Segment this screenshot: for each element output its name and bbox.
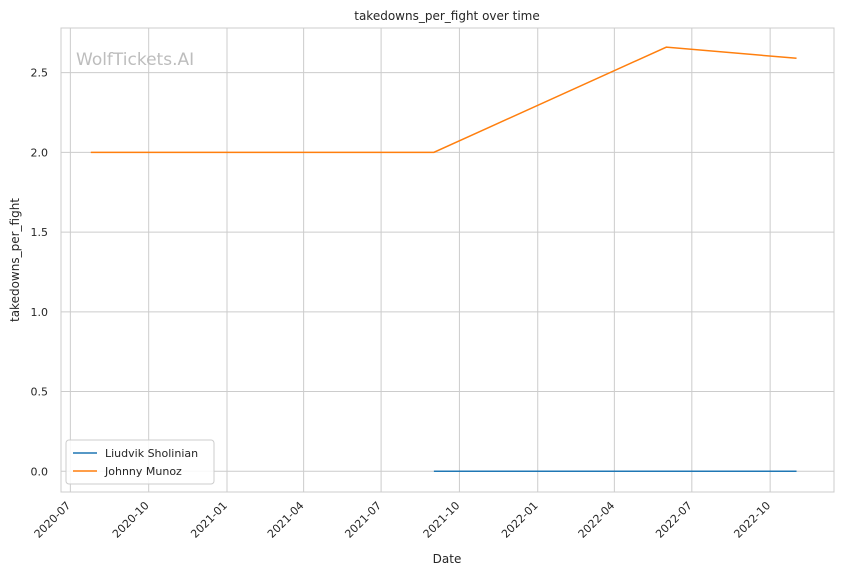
- y-tick-label: 2.5: [31, 67, 49, 80]
- y-tick-label: 0.5: [31, 386, 49, 399]
- series-line-johnny-munoz: [90, 46, 797, 154]
- y-tick-label: 2.0: [31, 146, 49, 159]
- watermark-text: WolfTickets.AI: [76, 50, 194, 70]
- y-tick-labels: 0.0 0.5 1.0 1.5 2.0 2.5: [31, 67, 49, 479]
- series-layer: [90, 46, 797, 473]
- y-tick-label: 1.5: [31, 226, 49, 239]
- y-axis-title: takedowns_per_fight: [8, 198, 22, 322]
- plot-frame: [60, 27, 835, 493]
- x-axis-title: Date: [433, 552, 462, 566]
- legend-label-liudvik-sholinian: Liudvik Sholinian: [105, 447, 198, 460]
- y-tick-label: 1.0: [31, 306, 49, 319]
- y-tick-label: 0.0: [31, 465, 49, 478]
- legend-label-johnny-munoz: Johnny Munoz: [104, 465, 182, 478]
- legend: Liudvik Sholinian Johnny Munoz: [65, 439, 215, 485]
- chart-title: takedowns_per_fight over time: [354, 9, 540, 23]
- legend-box: [65, 439, 215, 485]
